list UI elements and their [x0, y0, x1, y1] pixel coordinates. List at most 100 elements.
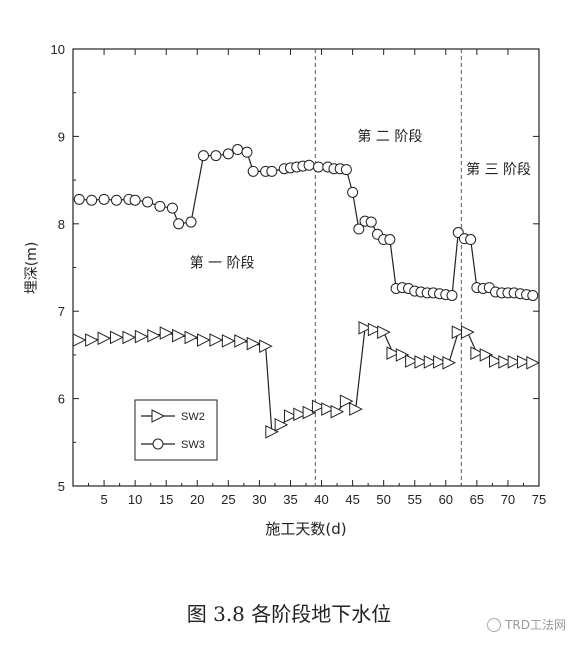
y-tick-label: 5: [58, 479, 65, 494]
data-point-sw2: [184, 330, 199, 345]
data-point-sw3: [129, 194, 141, 206]
legend-box: [134, 399, 218, 461]
stage-label: 第 二 阶段: [357, 128, 422, 145]
data-point-sw3: [73, 193, 85, 205]
data-point-sw2: [246, 336, 261, 351]
data-point-sw2: [122, 330, 137, 345]
data-point-sw3: [312, 161, 324, 173]
x-tick-label: 35: [283, 492, 297, 507]
data-point-sw3: [154, 200, 166, 212]
data-point-sw2: [302, 405, 317, 420]
data-point-sw2: [274, 418, 289, 432]
data-point-sw3: [98, 193, 110, 205]
plot-area: 5 10 15 20 25 30 35 40 45 50 55 60 65 70 75 5 6 7 8 9 10 第 一 …: [51, 42, 547, 507]
y-tick-label: 10: [51, 42, 65, 57]
data-point-sw2: [109, 330, 124, 345]
data-point-sw3: [197, 150, 209, 162]
data-point-sw3: [365, 216, 377, 228]
data-point-sw2: [377, 325, 391, 339]
data-point-sw3: [210, 150, 222, 162]
data-point-sw2: [423, 355, 438, 369]
data-point-sw2: [339, 394, 354, 409]
data-point-sw2: [386, 346, 401, 360]
data-point-sw3: [86, 194, 98, 206]
data-point-sw2: [259, 339, 273, 353]
data-point-sw2: [516, 355, 531, 369]
x-tick-label: 20: [190, 492, 204, 507]
data-point-sw3: [241, 146, 253, 158]
x-tick-label: 45: [345, 492, 359, 507]
figure-caption: 图 3.8 各阶段地下水位: [186, 602, 392, 626]
data-point-sw2: [172, 328, 186, 343]
data-point-sw3: [110, 194, 122, 206]
data-point-sw3: [173, 218, 185, 230]
watermark-logo-icon: [487, 617, 502, 632]
data-point-sw2: [451, 325, 466, 339]
x-tick-label: 30: [252, 492, 266, 507]
data-point-sw2: [461, 325, 475, 339]
data-point-sw3: [166, 202, 178, 214]
x-tick-label: 25: [221, 492, 235, 507]
data-point-sw3: [247, 165, 259, 177]
x-tick-label: 70: [501, 492, 515, 507]
data-point-sw2: [85, 333, 99, 347]
watermark: TRD工法网: [487, 616, 566, 633]
data-point-sw2: [293, 407, 307, 422]
x-tick-label: 60: [439, 492, 453, 507]
data-point-sw2: [479, 348, 494, 362]
data-point-sw2: [234, 334, 248, 348]
legend-marker: [151, 409, 166, 423]
data-point-sw2: [507, 355, 522, 369]
data-point-sw2: [489, 354, 503, 368]
y-tick-label: 7: [58, 304, 65, 319]
x-axis-label: 施工天数(d): [265, 520, 346, 538]
data-point-sw2: [349, 402, 363, 416]
data-point-sw3: [185, 216, 197, 228]
x-tick-label: 15: [159, 492, 173, 507]
legend-marker: [152, 438, 164, 450]
data-point-sw3: [340, 164, 352, 176]
data-point-sw2: [147, 328, 161, 343]
data-point-sw2: [159, 326, 174, 340]
data-point-sw2: [470, 346, 484, 360]
data-point-sw3: [232, 144, 244, 156]
x-tick-label: 5: [100, 492, 107, 507]
data-point-sw3: [527, 289, 539, 301]
legend-label: SW2: [181, 411, 205, 423]
data-point-sw2: [330, 404, 345, 419]
y-tick-label: 8: [58, 217, 65, 232]
data-point-sw2: [498, 355, 512, 369]
watermark-text: TRD工法网: [505, 618, 566, 632]
data-point-sw2: [367, 322, 382, 337]
data-point-sw2: [321, 402, 335, 416]
series-line-sw3: [79, 148, 533, 297]
data-point-sw3: [446, 289, 458, 301]
data-point-sw3: [303, 159, 315, 171]
x-tick-label: 75: [532, 492, 546, 507]
data-point-sw2: [283, 409, 298, 423]
data-point-sw2: [72, 333, 87, 347]
data-point-sw3: [465, 234, 477, 246]
x-tick-label: 40: [314, 492, 328, 507]
x-tick-label: 10: [128, 492, 142, 507]
data-point-sw2: [209, 333, 224, 347]
x-tick-label: 55: [407, 492, 421, 507]
data-point-sw2: [526, 355, 540, 370]
data-point-sw3: [347, 186, 359, 198]
data-point-sw2: [405, 354, 419, 368]
x-tick-label: 50: [376, 492, 390, 507]
data-point-sw2: [433, 355, 447, 369]
y-tick-label: 9: [58, 129, 65, 144]
data-point-sw2: [134, 329, 149, 344]
legend-label: SW3: [181, 439, 205, 451]
data-point-sw2: [196, 333, 211, 347]
data-point-sw3: [384, 234, 396, 246]
data-point-sw2: [395, 348, 410, 362]
x-tick-label: 65: [470, 492, 484, 507]
data-point-sw3: [222, 148, 234, 160]
data-point-sw2: [358, 320, 373, 335]
y-axis-label: 埋深(m): [24, 242, 40, 295]
data-point-sw3: [353, 223, 365, 235]
data-point-sw2: [97, 331, 112, 346]
